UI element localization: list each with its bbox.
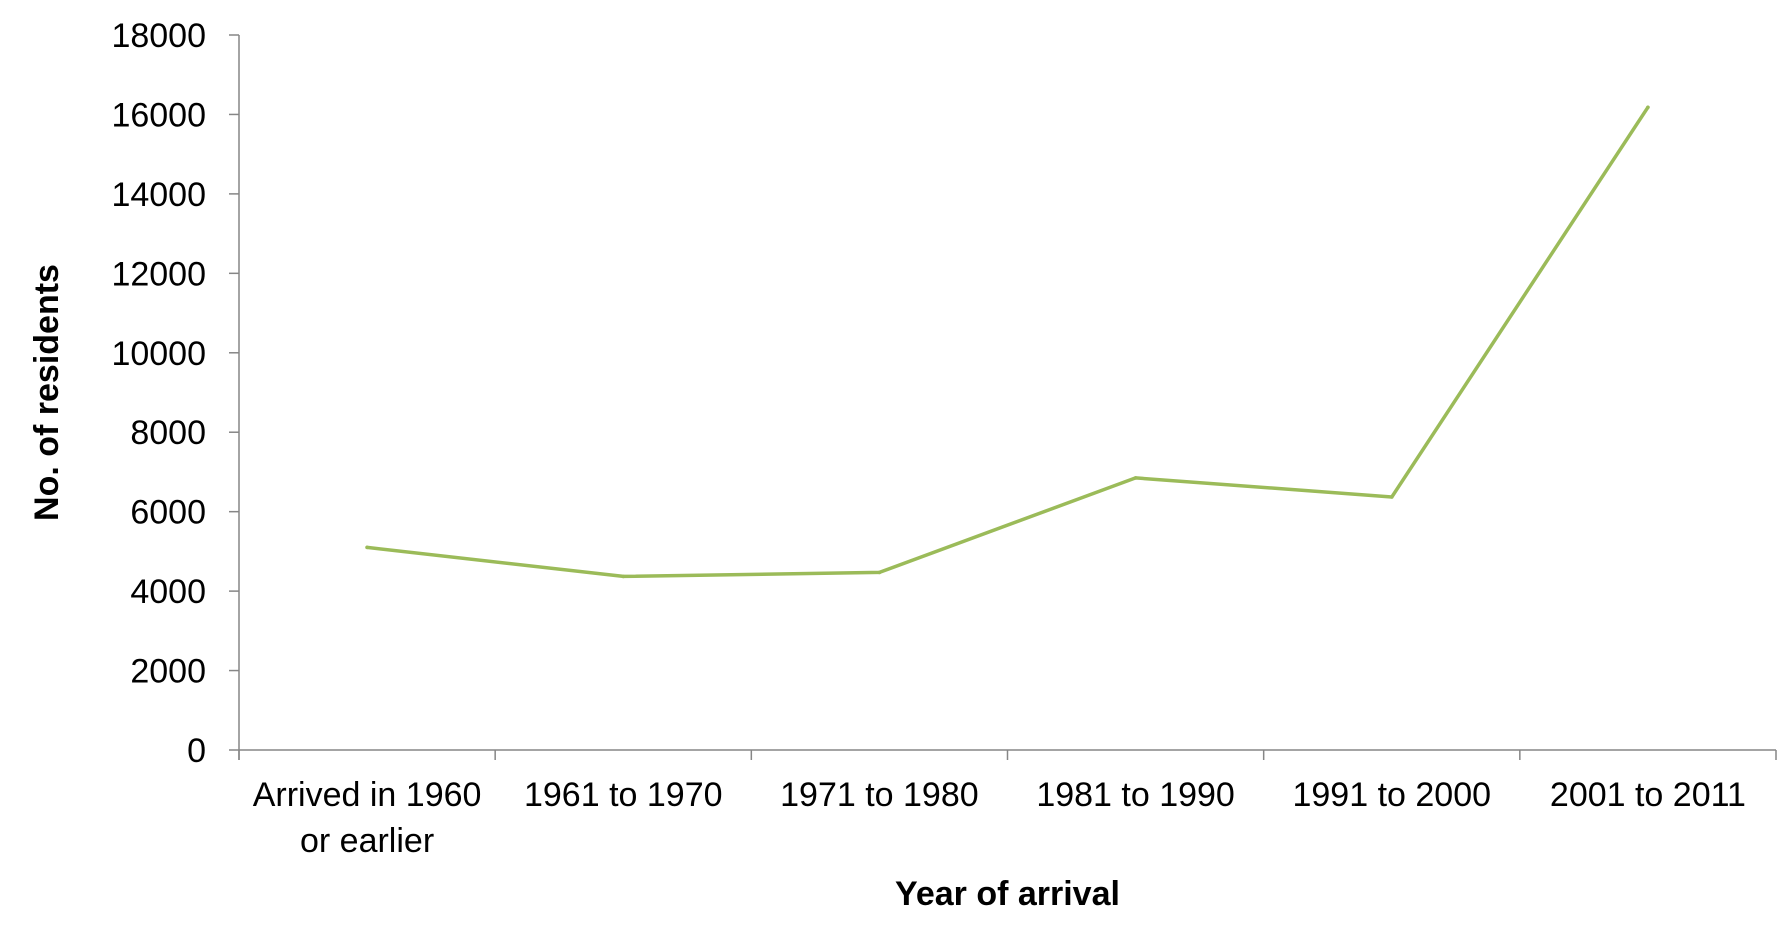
- y-axis: 0 2000 4000 6000 8000 10000 12000 14000 16000 180…: [111, 17, 240, 770]
- data-point: [1389, 495, 1394, 499]
- y-tick-label: 8000: [130, 414, 206, 452]
- data-point: [621, 574, 626, 579]
- x-axis: Arrived in 1960 or earlier 1961 to 1970 197…: [238, 749, 1777, 860]
- y-axis-title: No. of residents: [28, 264, 66, 521]
- data-point: [1133, 476, 1138, 480]
- y-tick-label: 2000: [130, 653, 206, 691]
- x-tick-label: 1971 to 1980: [780, 776, 979, 814]
- y-tick-label: 6000: [130, 494, 206, 532]
- y-tick-label: 4000: [130, 573, 206, 611]
- x-tick-label: 1961 to 1970: [524, 776, 723, 814]
- y-tick-label: 18000: [111, 17, 206, 55]
- x-tick-label: 2001 to 2011: [1550, 776, 1746, 814]
- data-point: [877, 570, 882, 575]
- y-tick-label: 0: [187, 732, 206, 770]
- x-tick-label: Arrived in 1960 or earlier: [253, 776, 482, 860]
- x-tick-label: 1991 to 2000: [1292, 776, 1491, 814]
- data-point: [1646, 105, 1650, 110]
- series-line: [365, 105, 1650, 579]
- y-tick-label: 12000: [111, 255, 206, 293]
- x-tick-label: 1981 to 1990: [1036, 776, 1235, 814]
- data-point: [365, 545, 369, 550]
- y-tick-label: 10000: [111, 335, 206, 373]
- x-axis-title: Year of arrival: [895, 875, 1120, 913]
- series-layer: [365, 105, 1650, 579]
- y-tick-label: 14000: [111, 176, 206, 214]
- y-tick-label: 16000: [111, 96, 206, 134]
